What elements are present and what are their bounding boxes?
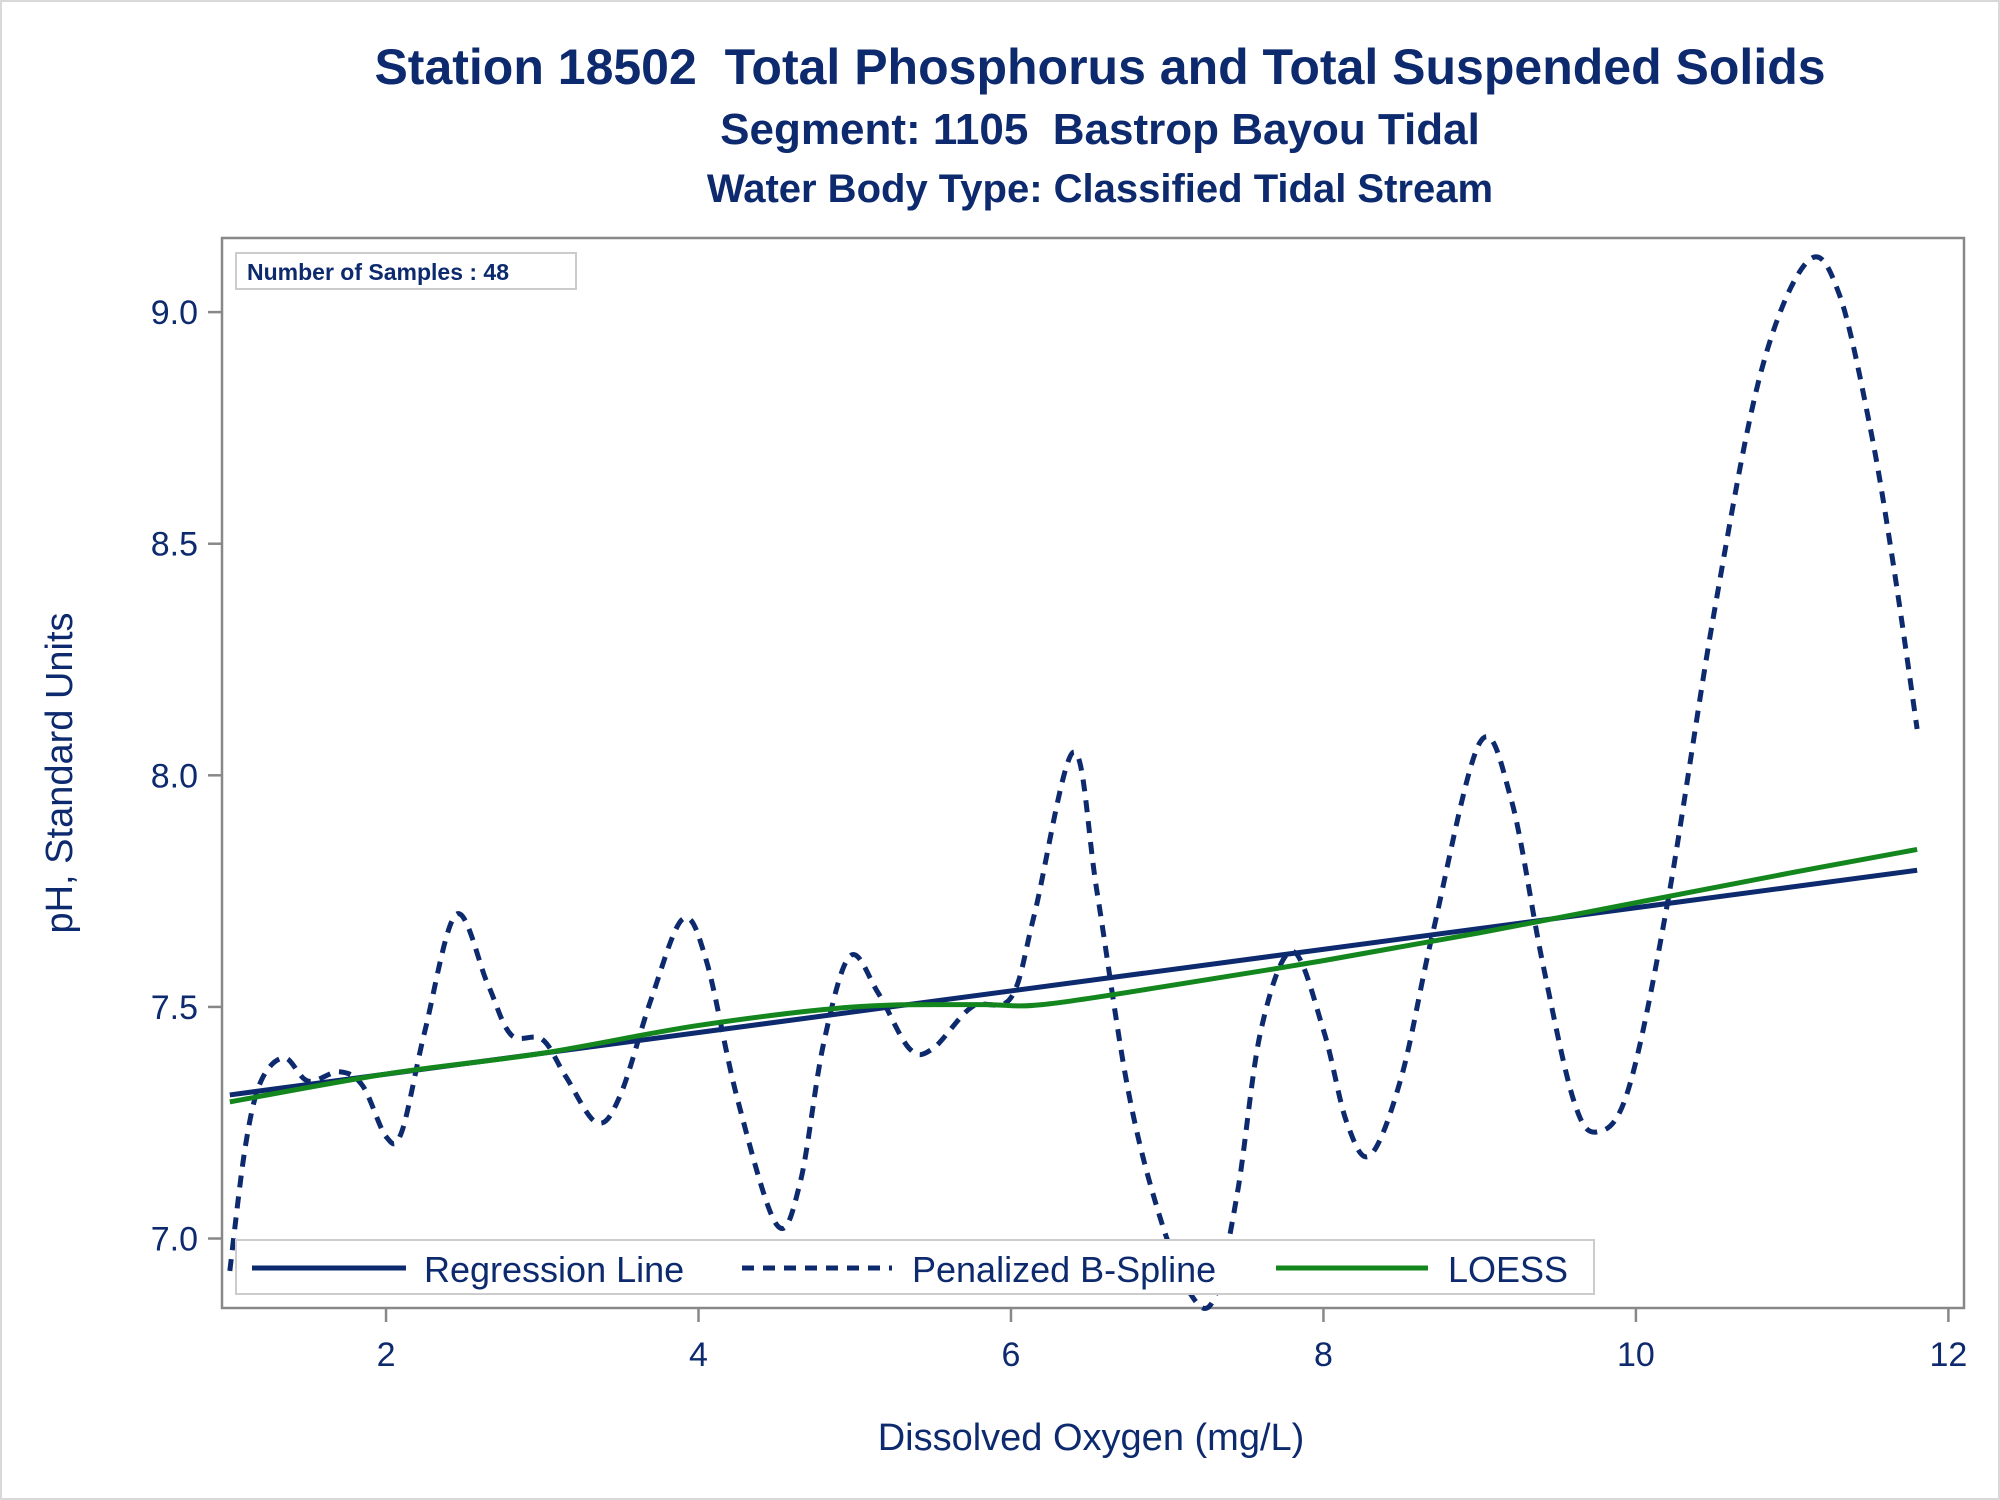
samples-inset-box bbox=[235, 252, 577, 290]
y-tick-label: 8.0 bbox=[151, 757, 198, 795]
y-tick-label: 9.0 bbox=[151, 294, 198, 332]
x-tick-label: 4 bbox=[689, 1336, 708, 1374]
y-tick-label: 7.5 bbox=[151, 989, 198, 1027]
legend-label-regression: Regression Line bbox=[424, 1249, 684, 1290]
axis-ticks: 2 4 6 8 10 12 7.0 7.5 8.0 8.5 9.0 bbox=[151, 294, 1968, 1374]
legend-label-loess: LOESS bbox=[1448, 1249, 1568, 1290]
legend-label-bspline: Penalized B-Spline bbox=[912, 1249, 1216, 1290]
chart-subtitle: Segment: 1105 Bastrop Bayou Tidal bbox=[720, 105, 1480, 154]
y-tick-label: 8.5 bbox=[151, 526, 198, 564]
x-tick-label: 12 bbox=[1929, 1336, 1967, 1374]
series-layer bbox=[227, 254, 1920, 1311]
y-tick-label: 7.0 bbox=[151, 1221, 198, 1259]
x-tick-label: 10 bbox=[1617, 1336, 1655, 1374]
x-tick-label: 2 bbox=[377, 1336, 396, 1374]
x-tick-label: 8 bbox=[1314, 1336, 1333, 1374]
series-loess bbox=[229, 846, 1918, 1105]
plot-area bbox=[220, 236, 1966, 1310]
chart-title: Station 18502 Total Phosphorus and Total… bbox=[374, 39, 1826, 95]
x-axis-label: Dissolved Oxygen (mg/L) bbox=[878, 1417, 1305, 1459]
chart-subtitle-2: Water Body Type: Classified Tidal Stream bbox=[706, 167, 1494, 211]
samples-inset-label: Number of Samples : 48 bbox=[247, 259, 509, 285]
samples-inset: Number of Samples : 48 bbox=[235, 252, 577, 290]
x-tick-label: 6 bbox=[1002, 1336, 1021, 1374]
y-axis-label: pH, Standard Units bbox=[39, 612, 81, 933]
legend: Regression Line Penalized B-Spline LOESS bbox=[235, 1239, 1595, 1295]
series-penalized-bspline bbox=[227, 254, 1920, 1311]
